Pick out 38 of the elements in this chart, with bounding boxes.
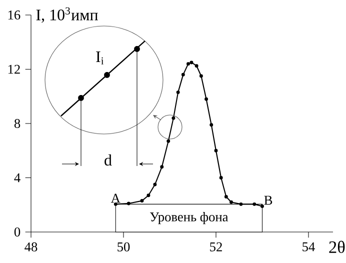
x-axis-title: 2θ (329, 240, 345, 254)
y-tick-label: 0 (14, 227, 20, 236)
point (172, 116, 176, 120)
y-tick-label: 16 (8, 10, 20, 20)
y-axis-title: I, 10$^{3}$имп (36, 7, 98, 23)
y-tick-label: 8 (14, 118, 20, 128)
point (190, 60, 194, 64)
point (260, 204, 264, 208)
point (176, 90, 180, 94)
x-tick-label: 54 (302, 242, 315, 252)
point (160, 165, 164, 169)
point (252, 202, 256, 206)
y-tick-label: 4 (14, 173, 20, 182)
point (140, 199, 144, 203)
point (219, 176, 223, 180)
annotation: B (264, 196, 272, 205)
point (126, 202, 130, 206)
point (146, 194, 150, 198)
point (166, 139, 170, 143)
point (199, 74, 203, 78)
x-tick-label: 48 (24, 242, 38, 252)
annotation: d (104, 154, 112, 166)
point (153, 182, 157, 186)
point (230, 200, 233, 204)
band-label: Уровень фона (150, 212, 228, 224)
y-tick-label: 12 (8, 64, 20, 74)
point (194, 64, 198, 68)
annotation: A (110, 194, 120, 203)
point (210, 123, 214, 127)
x-tick-label: 52 (210, 242, 222, 252)
annotation: I$_{i}$ (96, 52, 104, 64)
point (186, 62, 190, 66)
x-tick-label: 50 (118, 242, 130, 252)
point (204, 97, 208, 101)
point (239, 202, 243, 206)
point (224, 194, 228, 198)
point (214, 148, 218, 152)
point (181, 72, 185, 76)
